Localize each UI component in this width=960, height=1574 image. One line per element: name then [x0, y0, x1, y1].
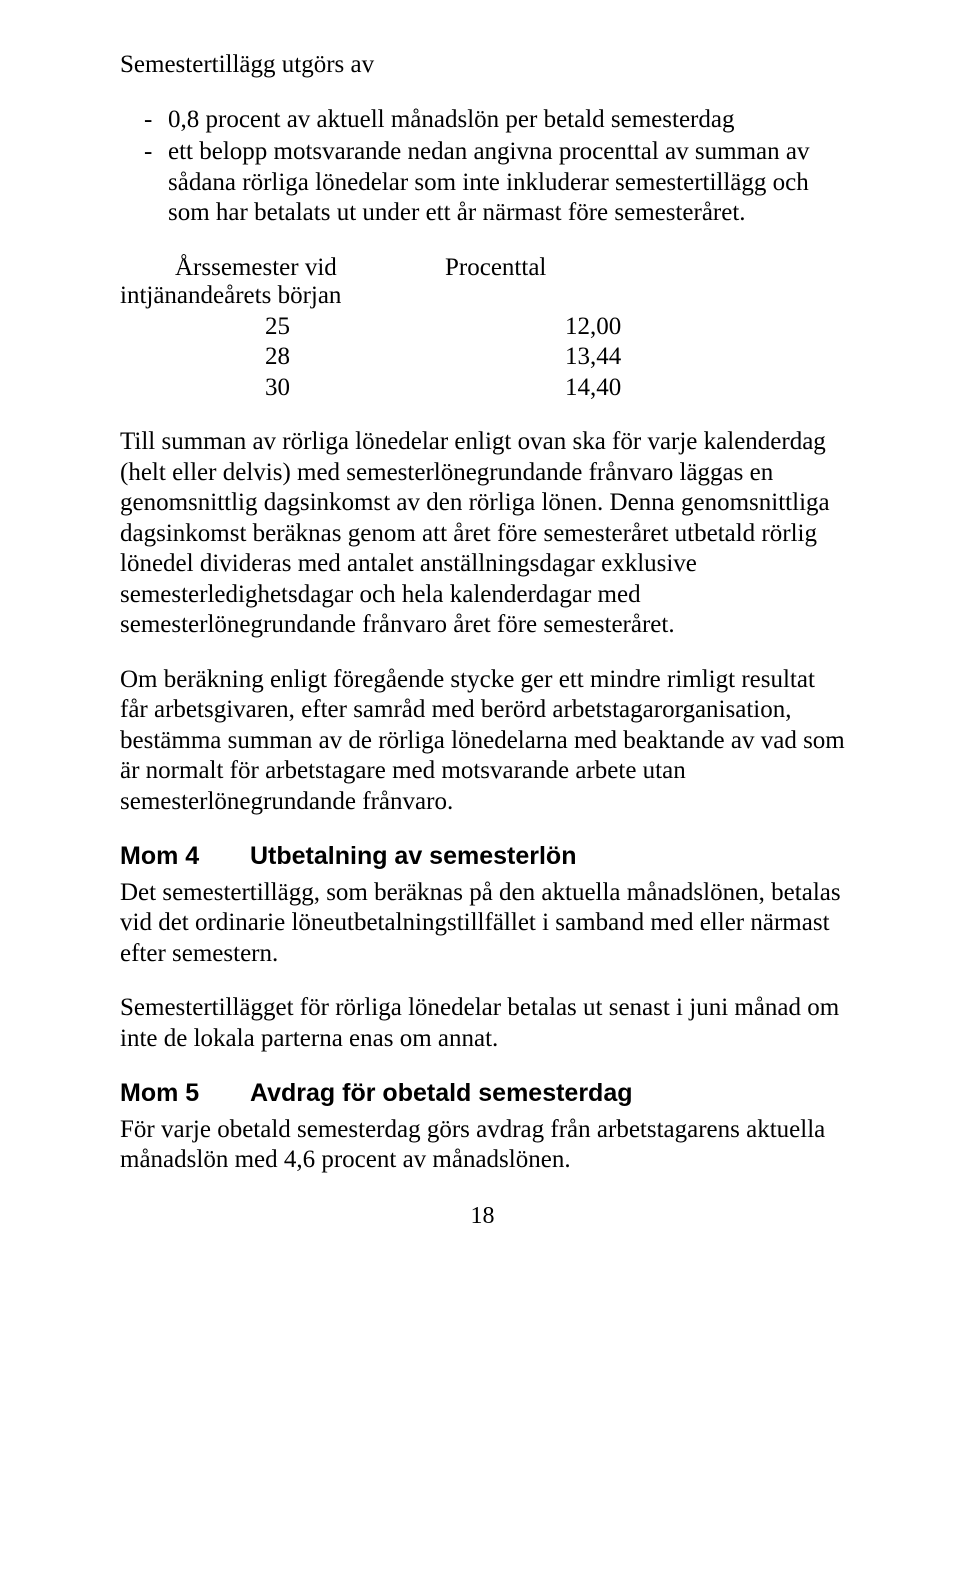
heading-mom5: Mom 5 Avdrag för obetald semesterdag — [120, 1078, 845, 1109]
table-cell: 12,00 — [565, 313, 621, 340]
paragraph: Semestertillägget för rörliga lönedelar … — [120, 993, 845, 1054]
table-row: 30 14,40 — [120, 373, 845, 404]
table-row: 28 13,44 — [120, 342, 845, 373]
percent-table: Årssemester vid Procenttal intjänandeåre… — [120, 253, 845, 404]
table-row: 25 12,00 — [120, 312, 845, 343]
table-cell: 25 — [265, 313, 290, 340]
table-cell: 30 — [265, 374, 290, 401]
bullet-item: - ett belopp motsvarande nedan angivna p… — [144, 137, 845, 229]
mom-number: Mom 4 — [120, 841, 250, 872]
page-number: 18 — [120, 1202, 845, 1231]
table-header-left-1: Årssemester vid — [175, 254, 337, 281]
mom-title: Avdrag för obetald semesterdag — [250, 1078, 633, 1109]
bullet-dash: - — [144, 105, 168, 136]
paragraph: Till summan av rörliga lönedelar enligt … — [120, 427, 845, 641]
table-header-left-2: intjänandeårets början — [120, 281, 845, 312]
bullet-text: 0,8 procent av aktuell månadslön per bet… — [168, 105, 734, 136]
paragraph-intro: Semestertillägg utgörs av — [120, 50, 845, 81]
mom-title: Utbetalning av semesterlön — [250, 841, 576, 872]
mom-number: Mom 5 — [120, 1078, 250, 1109]
table-header-row: Årssemester vid Procenttal — [120, 253, 845, 284]
document-page: Semestertillägg utgörs av - 0,8 procent … — [0, 0, 960, 1574]
table-cell: 13,44 — [565, 343, 621, 370]
paragraph: För varje obetald semesterdag görs avdra… — [120, 1115, 845, 1176]
bullet-list: - 0,8 procent av aktuell månadslön per b… — [120, 105, 845, 229]
bullet-item: - 0,8 procent av aktuell månadslön per b… — [144, 105, 845, 136]
bullet-dash: - — [144, 137, 168, 229]
paragraph: Det semestertillägg, som beräknas på den… — [120, 878, 845, 970]
table-header-right: Procenttal — [445, 254, 546, 281]
paragraph: Om beräkning enligt föregående stycke ge… — [120, 665, 845, 818]
table-cell: 28 — [265, 343, 290, 370]
heading-mom4: Mom 4 Utbetalning av semesterlön — [120, 841, 845, 872]
table-cell: 14,40 — [565, 374, 621, 401]
bullet-text: ett belopp motsvarande nedan angivna pro… — [168, 137, 845, 229]
